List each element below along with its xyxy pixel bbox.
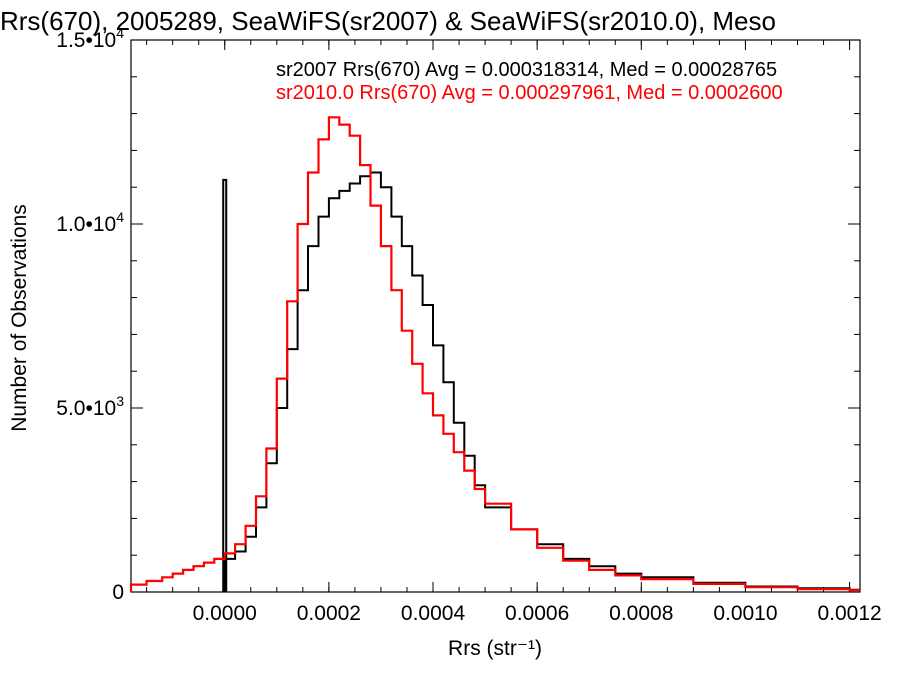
- series-sr2010: [129, 116, 860, 592]
- x-axis-label: Rrs (str⁻¹): [448, 637, 542, 660]
- y-tick-label: 1.0•104: [56, 209, 124, 236]
- x-tick-label: 0.0004: [401, 602, 466, 625]
- x-tick-label: 0.0008: [609, 602, 673, 625]
- plot-area: 0.0000 0.0002 0.0004 0.0006 0.0008 0.0010 0.00…: [56, 25, 881, 625]
- chart-title: Rrs(670), 2005289, SeaWiFS(sr2007) & Sea…: [0, 6, 776, 36]
- x-tick-label: 0.0012: [817, 602, 881, 625]
- y-tick-label: 1.5•104: [56, 25, 124, 52]
- y-axis-label: Number of Observations: [8, 204, 31, 432]
- y-tick-label: 5.0•103: [56, 393, 124, 420]
- y-tick-label: 0: [112, 581, 124, 604]
- series-sr2007: [223, 171, 860, 592]
- plot-frame: [130, 39, 861, 593]
- annotation-sr2010: sr2010.0 Rrs(670) Avg = 0.000297961, Med…: [276, 82, 783, 104]
- series-sr2007-spike: [222, 178, 228, 592]
- x-tick-label: 0.0002: [297, 602, 361, 625]
- x-tick-label: 0.0010: [713, 602, 777, 625]
- x-tick-label: 0.0000: [193, 602, 257, 625]
- annotation-sr2007: sr2007 Rrs(670) Avg = 0.000318314, Med =…: [276, 59, 777, 81]
- x-tick-label: 0.0006: [505, 602, 569, 625]
